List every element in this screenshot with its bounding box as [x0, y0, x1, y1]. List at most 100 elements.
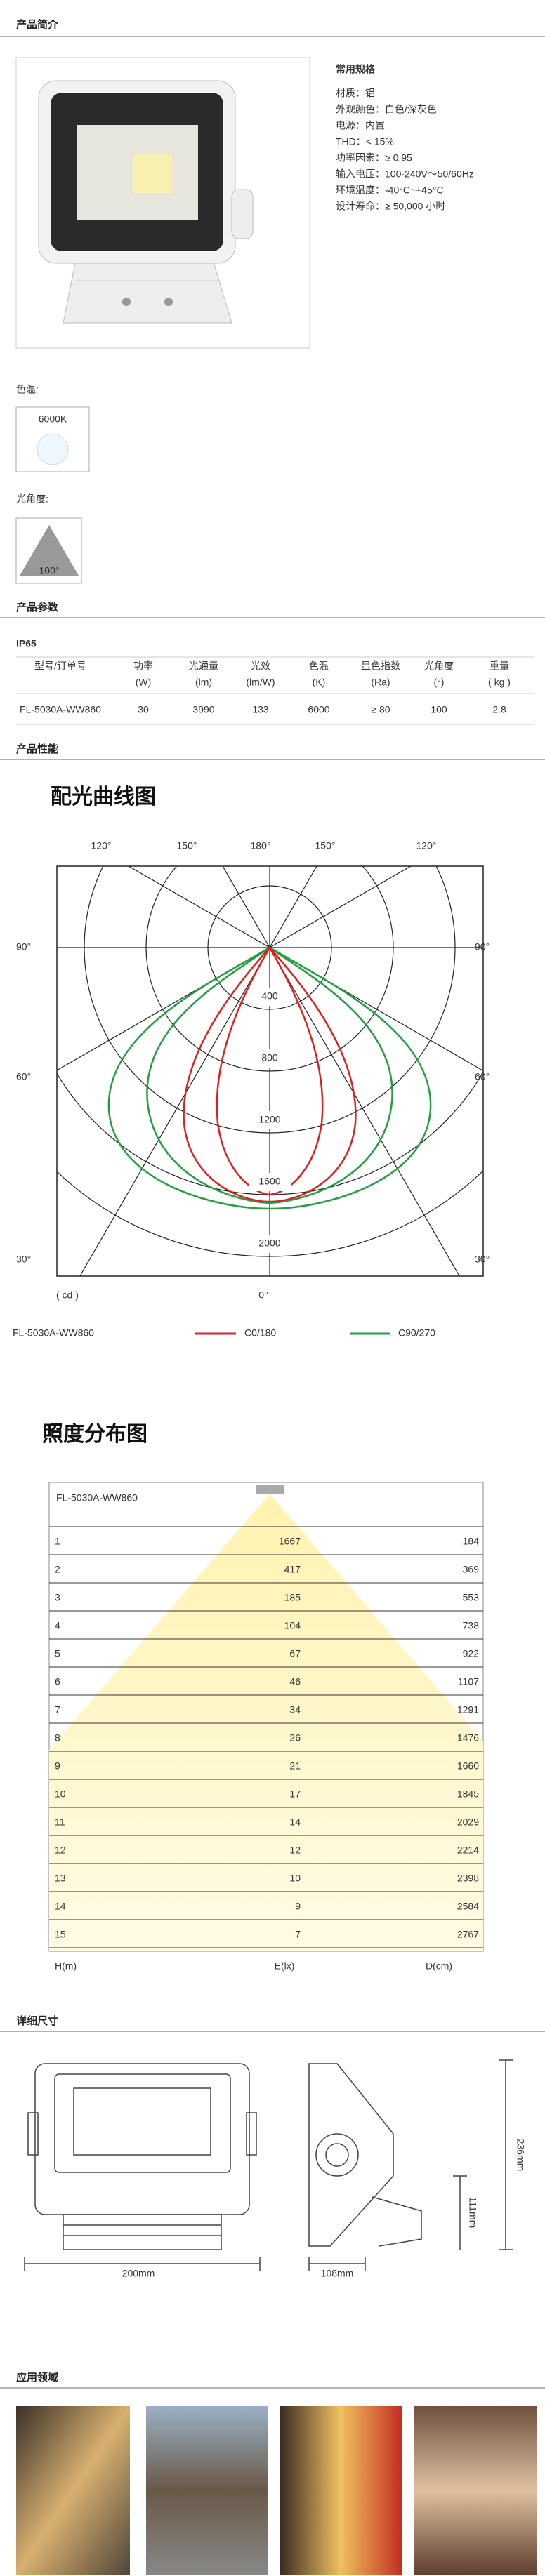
diameter-cell: 1291	[457, 1704, 479, 1715]
table-cell: 133	[252, 704, 269, 715]
table-unit: (lm)	[195, 677, 212, 688]
height-cell: 2	[55, 1564, 60, 1575]
table-cell: 30	[138, 704, 149, 715]
lux-cell: 17	[289, 1788, 301, 1800]
diameter-cell: 2584	[457, 1901, 479, 1912]
lux-cell: 7	[295, 1929, 301, 1940]
color-swatch	[37, 433, 69, 465]
spec-item: 外观颜色：白色/深灰色	[336, 104, 437, 115]
table-header: 色温	[309, 660, 329, 672]
lamp-icon	[256, 1485, 284, 1494]
diameter-cell: 2398	[457, 1873, 479, 1884]
angle-label: 150°	[315, 840, 336, 851]
table-unit: (W)	[136, 677, 152, 688]
spec-item: 材质：铝	[336, 88, 375, 99]
height-cell: 6	[55, 1676, 60, 1687]
spec-item: 设计寿命：≥ 50,000 小时	[336, 201, 445, 212]
legend-label: C0/180	[244, 1327, 276, 1339]
ring-label: 1200	[258, 1114, 280, 1125]
table-header: 显色指数	[361, 660, 400, 672]
table-header: 型号/订单号	[34, 660, 86, 672]
angle-label: 90°	[475, 941, 490, 952]
light-cone	[49, 1494, 483, 1951]
diameter-cell: 922	[463, 1648, 480, 1659]
polar-model: FL-5030A-WW860	[13, 1327, 94, 1339]
angle-label: 30°	[16, 1254, 31, 1265]
color-temp-value: 6000K	[39, 413, 67, 425]
column-label: D(cm)	[426, 1960, 452, 1972]
lux-cell: 9	[295, 1901, 301, 1912]
lux-cell: 12	[289, 1845, 301, 1856]
lux-cell: 46	[289, 1676, 301, 1687]
ring-label: 1600	[258, 1176, 280, 1187]
table-unit: (Ra)	[371, 677, 390, 688]
diameter-cell: 1476	[457, 1732, 479, 1744]
ring-label-bg	[249, 1235, 291, 1253]
ring-label: 800	[261, 1052, 278, 1063]
angle-label: 60°	[16, 1071, 31, 1082]
table-header: 光效	[251, 660, 270, 672]
angle-label: 30°	[475, 1254, 490, 1265]
angle-label: 120°	[91, 840, 112, 851]
ring-label-bg	[249, 988, 291, 1006]
table-cell: FL-5030A-WW860	[20, 704, 101, 715]
color-temp-label: 色温:	[16, 384, 39, 395]
lux-cell: 1667	[279, 1536, 301, 1547]
height-cell: 8	[55, 1732, 60, 1744]
lux-cell: 67	[289, 1648, 301, 1659]
diameter-cell: 1845	[457, 1788, 479, 1800]
height-cell: 15	[55, 1929, 66, 1940]
angle-label: 60°	[475, 1071, 490, 1082]
table-unit: (°)	[434, 677, 445, 688]
polar-unit: ( cd )	[56, 1289, 79, 1301]
height-cell: 1	[55, 1536, 60, 1547]
table-header: 光角度	[424, 660, 454, 672]
side-view	[308, 2059, 513, 2271]
ring-label-bg	[249, 1173, 291, 1191]
diameter-cell: 553	[463, 1592, 480, 1603]
lux-cell: 417	[284, 1564, 301, 1575]
ring-label-bg	[249, 1049, 291, 1068]
section-title: 详细尺寸	[16, 2014, 58, 2027]
table-header: 功率	[133, 660, 153, 672]
section-title: 产品参数	[16, 601, 59, 613]
diameter-cell: 2029	[457, 1817, 479, 1828]
table-cell: 6000	[308, 704, 329, 715]
table-unit: (K)	[313, 677, 326, 688]
ring-label-bg	[249, 1111, 291, 1129]
height-cell: 13	[55, 1873, 66, 1884]
lux-cell: 104	[284, 1620, 301, 1631]
lux-cell: 10	[289, 1873, 301, 1884]
table-cell: 2.8	[492, 704, 506, 715]
diameter-cell: 1107	[458, 1676, 479, 1687]
spec-item: 功率因素：≥ 0.95	[336, 152, 412, 164]
illuminance-title: 照度分布图	[42, 1423, 147, 1446]
height-cell: 14	[55, 1901, 66, 1912]
illuminance-model: FL-5030A-WW860	[56, 1492, 138, 1503]
table-cell: ≥ 80	[371, 704, 390, 715]
table-cell: 3990	[192, 704, 214, 715]
dim-bracket: 111mm	[467, 2197, 478, 2229]
lux-cell: 34	[289, 1704, 301, 1715]
polar-grid	[57, 866, 483, 1276]
height-cell: 4	[55, 1620, 60, 1631]
lux-cell: 26	[289, 1732, 301, 1744]
section-rules	[0, 36, 545, 2389]
beam-icon	[20, 525, 79, 576]
height-cell: 5	[55, 1648, 60, 1659]
beam-angle-label: 光角度:	[16, 493, 48, 505]
height-cell: 3	[55, 1592, 60, 1603]
diameter-cell: 369	[463, 1564, 480, 1575]
ip-rating: IP65	[16, 638, 37, 649]
front-view	[24, 2063, 261, 2271]
section-title: 产品简介	[16, 18, 59, 31]
angle-label: 150°	[177, 840, 197, 851]
lux-cell: 14	[289, 1817, 301, 1828]
application-photos	[16, 2406, 537, 2575]
diameter-cell: 2767	[457, 1929, 479, 1940]
polar-title: 配光曲线图	[51, 785, 156, 809]
spec-item: THD：< 15%	[336, 136, 394, 147]
specs-title: 常用规格	[336, 64, 376, 75]
table-header: 光通量	[189, 660, 218, 672]
